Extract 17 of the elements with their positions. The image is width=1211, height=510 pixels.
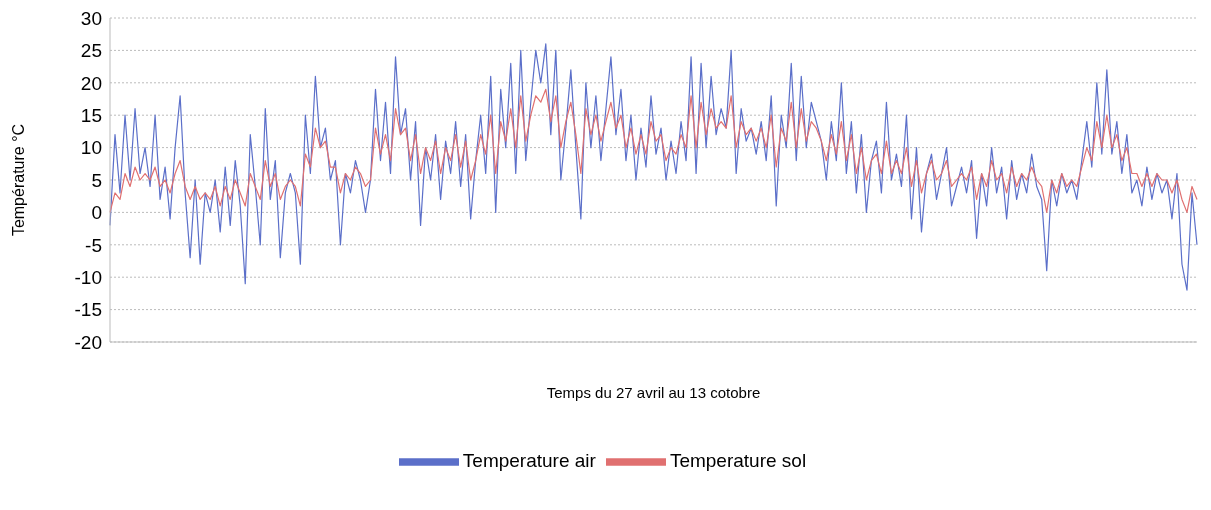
legend-label: Temperature sol [669, 450, 807, 472]
legend-label: Temperature air [462, 450, 596, 472]
y-tick-label: 20 [80, 72, 102, 94]
y-tick-label: -15 [74, 299, 102, 321]
line-series [109, 43, 1198, 291]
y-tick-label: 0 [91, 202, 102, 224]
x-axis-title: Temps du 27 avril au 13 cotobre [546, 383, 761, 401]
y-tick-label: 10 [80, 137, 102, 159]
y-axis-title: Température °C [9, 123, 27, 237]
y-tick-label: -10 [74, 266, 102, 288]
y-tick-label: 25 [80, 40, 102, 62]
y-tick-label: 15 [80, 104, 102, 126]
line-series [109, 88, 1198, 213]
y-tick-label: 5 [91, 169, 102, 191]
y-tick-label: -5 [85, 234, 102, 256]
y-tick-label: 30 [80, 7, 102, 29]
y-tick-label: -20 [74, 331, 102, 353]
